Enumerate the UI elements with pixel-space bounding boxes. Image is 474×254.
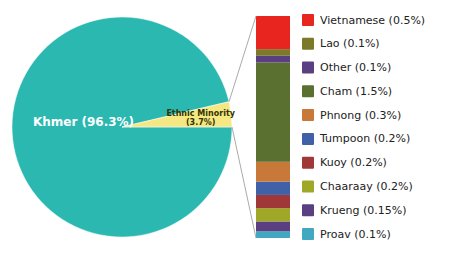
legend-label: Vietnamese (0.5%)	[320, 14, 425, 27]
connector-line	[229, 16, 256, 102]
legend-label: Proav (0.1%)	[320, 228, 391, 241]
legend-label: Chaaraay (0.2%)	[320, 180, 413, 193]
bar-segment	[256, 16, 290, 49]
legend-swatch	[302, 180, 314, 192]
bar-segment	[256, 62, 290, 161]
legend-label: Cham (1.5%)	[320, 85, 392, 98]
legend-label: Krueng (0.15%)	[320, 204, 406, 217]
chart: Khmer (96.3%) Ethnic Minority(3.7%) Vietna…	[0, 0, 474, 254]
label-line: Khmer (96.3%)	[33, 115, 134, 129]
legend-label: Tumpoon (0.2%)	[319, 132, 410, 145]
legend-swatch	[302, 133, 314, 145]
bar-segment	[256, 208, 290, 221]
bar-segment	[256, 49, 290, 56]
bar-segment	[256, 162, 290, 182]
connector-line	[232, 127, 256, 238]
bar-segment	[256, 182, 290, 195]
legend-swatch	[302, 204, 314, 216]
legend-swatch	[302, 109, 314, 121]
bar-segment	[256, 195, 290, 208]
bar-segment	[256, 231, 290, 238]
pie-slice	[12, 17, 232, 237]
legend-swatch	[302, 228, 314, 240]
bar-segment	[256, 56, 290, 63]
bar-segment	[256, 221, 290, 231]
legend: Vietnamese (0.5%) Lao (0.1%) Other (0.1%) C…	[302, 14, 425, 241]
legend-swatch	[302, 157, 314, 169]
pie	[12, 17, 232, 237]
legend-swatch	[302, 85, 314, 97]
legend-swatch	[302, 62, 314, 74]
legend-label: Phnong (0.3%)	[320, 109, 401, 122]
label-line: Ethnic Minority	[166, 109, 235, 118]
slice-label: Ethnic Minority(3.7%)	[166, 109, 235, 127]
legend-label: Kuoy (0.2%)	[320, 156, 387, 169]
legend-swatch	[302, 38, 314, 50]
legend-label: Other (0.1%)	[320, 61, 391, 74]
legend-label: Lao (0.1%)	[320, 37, 380, 50]
bar-group	[256, 16, 290, 238]
label-line: (3.7%)	[186, 118, 216, 127]
slice-label: Khmer (96.3%)	[33, 115, 134, 129]
legend-swatch	[302, 14, 314, 26]
